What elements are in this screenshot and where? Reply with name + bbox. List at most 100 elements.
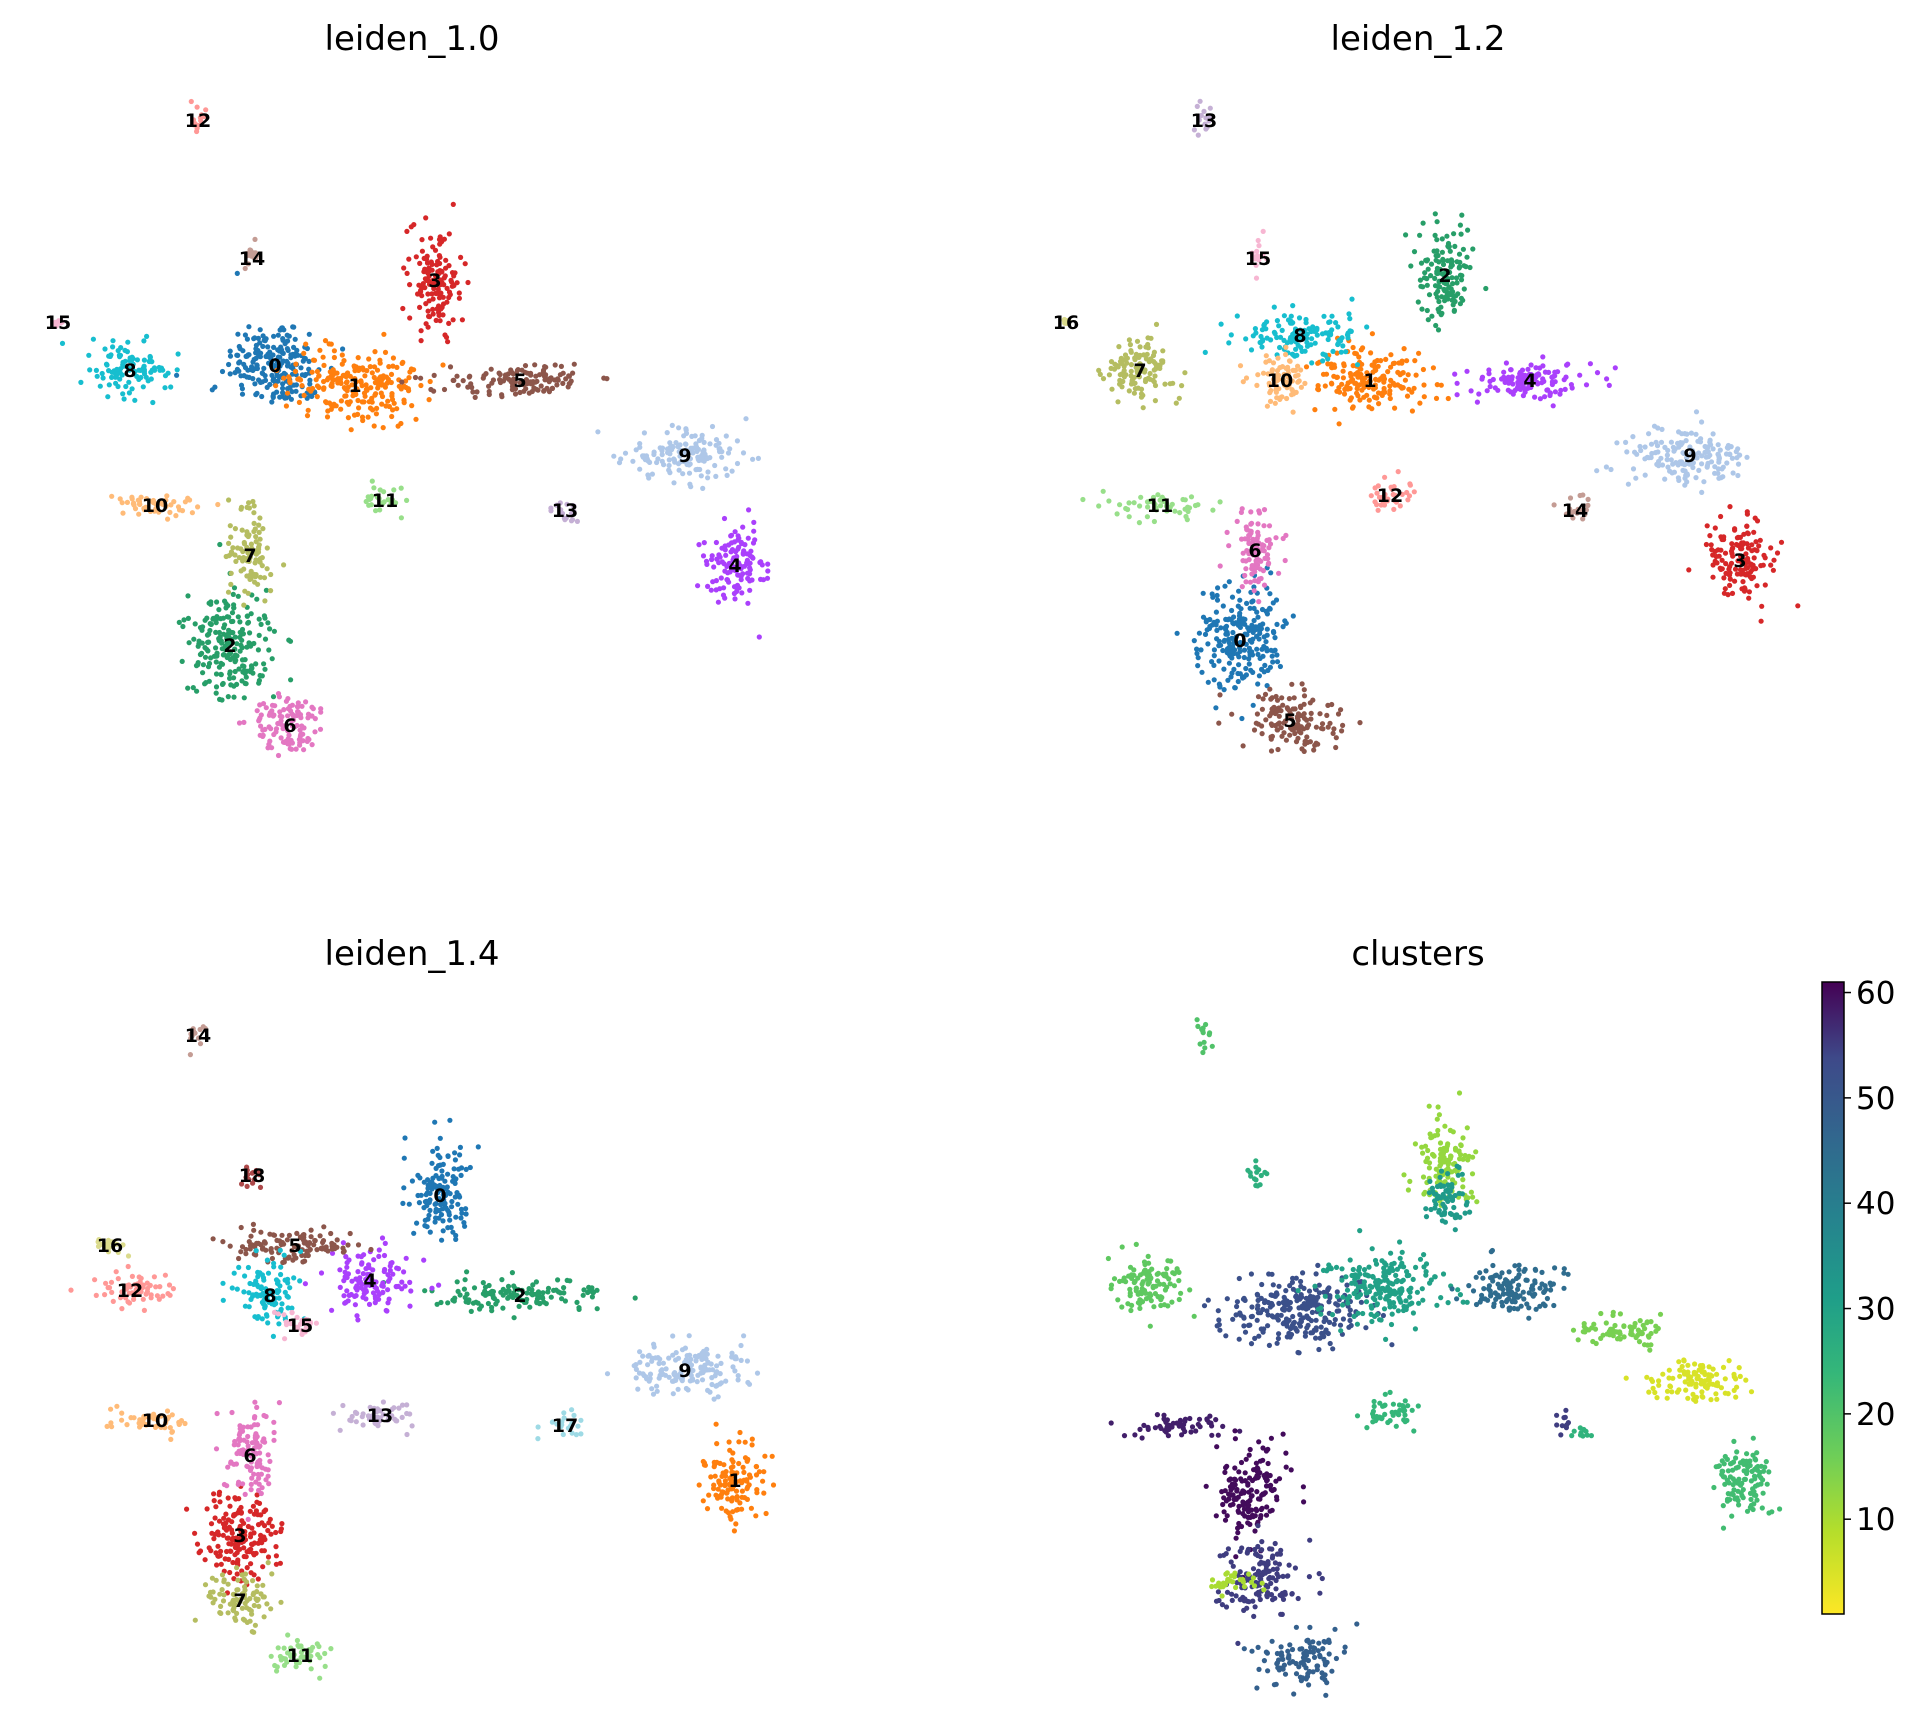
data-point bbox=[438, 306, 444, 312]
data-point bbox=[346, 1292, 352, 1298]
data-point bbox=[179, 658, 185, 665]
data-point bbox=[1297, 333, 1303, 339]
data-point bbox=[463, 1299, 469, 1305]
data-point bbox=[1283, 344, 1289, 350]
panel-title: leiden_1.2 bbox=[1331, 19, 1506, 59]
data-point bbox=[1080, 496, 1086, 503]
data-point bbox=[1144, 351, 1150, 357]
data-point bbox=[1654, 443, 1661, 449]
data-point bbox=[260, 727, 266, 733]
data-point bbox=[226, 497, 232, 503]
data-point bbox=[255, 1240, 261, 1246]
data-point bbox=[1295, 379, 1301, 385]
data-point bbox=[446, 289, 453, 295]
data-point bbox=[660, 1371, 666, 1377]
data-point bbox=[1152, 382, 1159, 389]
data-point bbox=[1173, 400, 1179, 406]
data-point bbox=[433, 317, 439, 323]
data-point bbox=[683, 441, 689, 447]
data-point bbox=[1195, 663, 1201, 669]
data-point bbox=[99, 370, 105, 377]
data-point bbox=[1297, 327, 1303, 333]
data-point bbox=[158, 500, 164, 506]
data-point bbox=[1234, 518, 1240, 525]
data-point bbox=[278, 1599, 284, 1605]
data-point bbox=[248, 643, 254, 649]
data-point bbox=[422, 1199, 428, 1205]
data-point bbox=[1405, 372, 1411, 378]
data-point bbox=[1255, 372, 1261, 378]
data-point bbox=[210, 1600, 216, 1606]
data-point bbox=[1305, 739, 1311, 746]
data-point bbox=[725, 570, 731, 576]
data-point bbox=[578, 1431, 584, 1437]
data-point bbox=[1716, 454, 1722, 460]
data-point bbox=[228, 1460, 234, 1466]
data-point bbox=[380, 1280, 386, 1286]
data-point bbox=[511, 1315, 517, 1321]
data-point bbox=[232, 668, 238, 675]
data-point bbox=[1406, 493, 1413, 499]
panel-title: leiden_1.4 bbox=[325, 934, 500, 974]
data-point bbox=[265, 1270, 272, 1276]
data-point bbox=[1183, 513, 1189, 520]
data-point bbox=[678, 459, 684, 465]
data-point bbox=[1330, 730, 1336, 737]
data-point bbox=[434, 1145, 440, 1151]
data-point bbox=[1293, 373, 1299, 379]
data-point bbox=[274, 1664, 280, 1670]
data-point bbox=[212, 1515, 218, 1521]
data-point bbox=[1276, 1283, 1282, 1289]
data-point bbox=[267, 626, 273, 632]
data-point bbox=[1515, 385, 1521, 392]
data-point bbox=[522, 363, 529, 369]
data-point bbox=[1738, 553, 1744, 559]
data-point bbox=[1266, 537, 1272, 543]
data-point bbox=[251, 1227, 257, 1233]
data-point bbox=[1253, 720, 1259, 726]
data-point bbox=[1267, 686, 1273, 692]
data-point bbox=[1243, 566, 1249, 572]
data-point bbox=[256, 718, 262, 724]
data-point bbox=[1264, 683, 1270, 689]
data-point bbox=[1236, 588, 1242, 594]
data-point bbox=[1693, 475, 1699, 481]
data-point bbox=[219, 681, 226, 688]
data-point bbox=[1204, 627, 1210, 633]
data-point bbox=[1419, 306, 1425, 312]
data-point bbox=[228, 570, 234, 576]
data-point bbox=[250, 670, 256, 676]
data-point bbox=[717, 446, 723, 452]
data-point bbox=[382, 349, 389, 355]
data-point bbox=[1251, 617, 1257, 624]
data-point bbox=[339, 361, 345, 367]
data-point bbox=[1460, 246, 1466, 252]
data-point bbox=[1387, 383, 1393, 389]
data-point bbox=[1211, 653, 1217, 659]
data-point bbox=[751, 528, 757, 534]
data-point bbox=[1242, 572, 1248, 579]
data-point bbox=[715, 1353, 721, 1359]
data-point bbox=[401, 1155, 407, 1161]
data-point bbox=[1634, 451, 1640, 457]
data-point bbox=[275, 752, 282, 759]
data-point bbox=[1476, 391, 1482, 397]
data-point bbox=[93, 1292, 99, 1298]
data-point bbox=[263, 705, 269, 711]
data-point bbox=[713, 1421, 719, 1427]
data-point bbox=[1136, 374, 1142, 380]
data-point bbox=[401, 397, 407, 403]
data-point bbox=[1716, 475, 1722, 481]
data-point bbox=[196, 638, 202, 644]
data-point bbox=[413, 254, 419, 260]
data-point bbox=[483, 371, 489, 377]
data-point bbox=[716, 440, 722, 446]
data-point bbox=[238, 546, 244, 552]
data-point bbox=[1719, 566, 1725, 572]
data-point bbox=[1340, 722, 1346, 729]
data-point bbox=[732, 1356, 738, 1362]
data-point bbox=[1727, 570, 1733, 576]
data-point bbox=[150, 399, 156, 406]
data-point bbox=[204, 646, 210, 652]
